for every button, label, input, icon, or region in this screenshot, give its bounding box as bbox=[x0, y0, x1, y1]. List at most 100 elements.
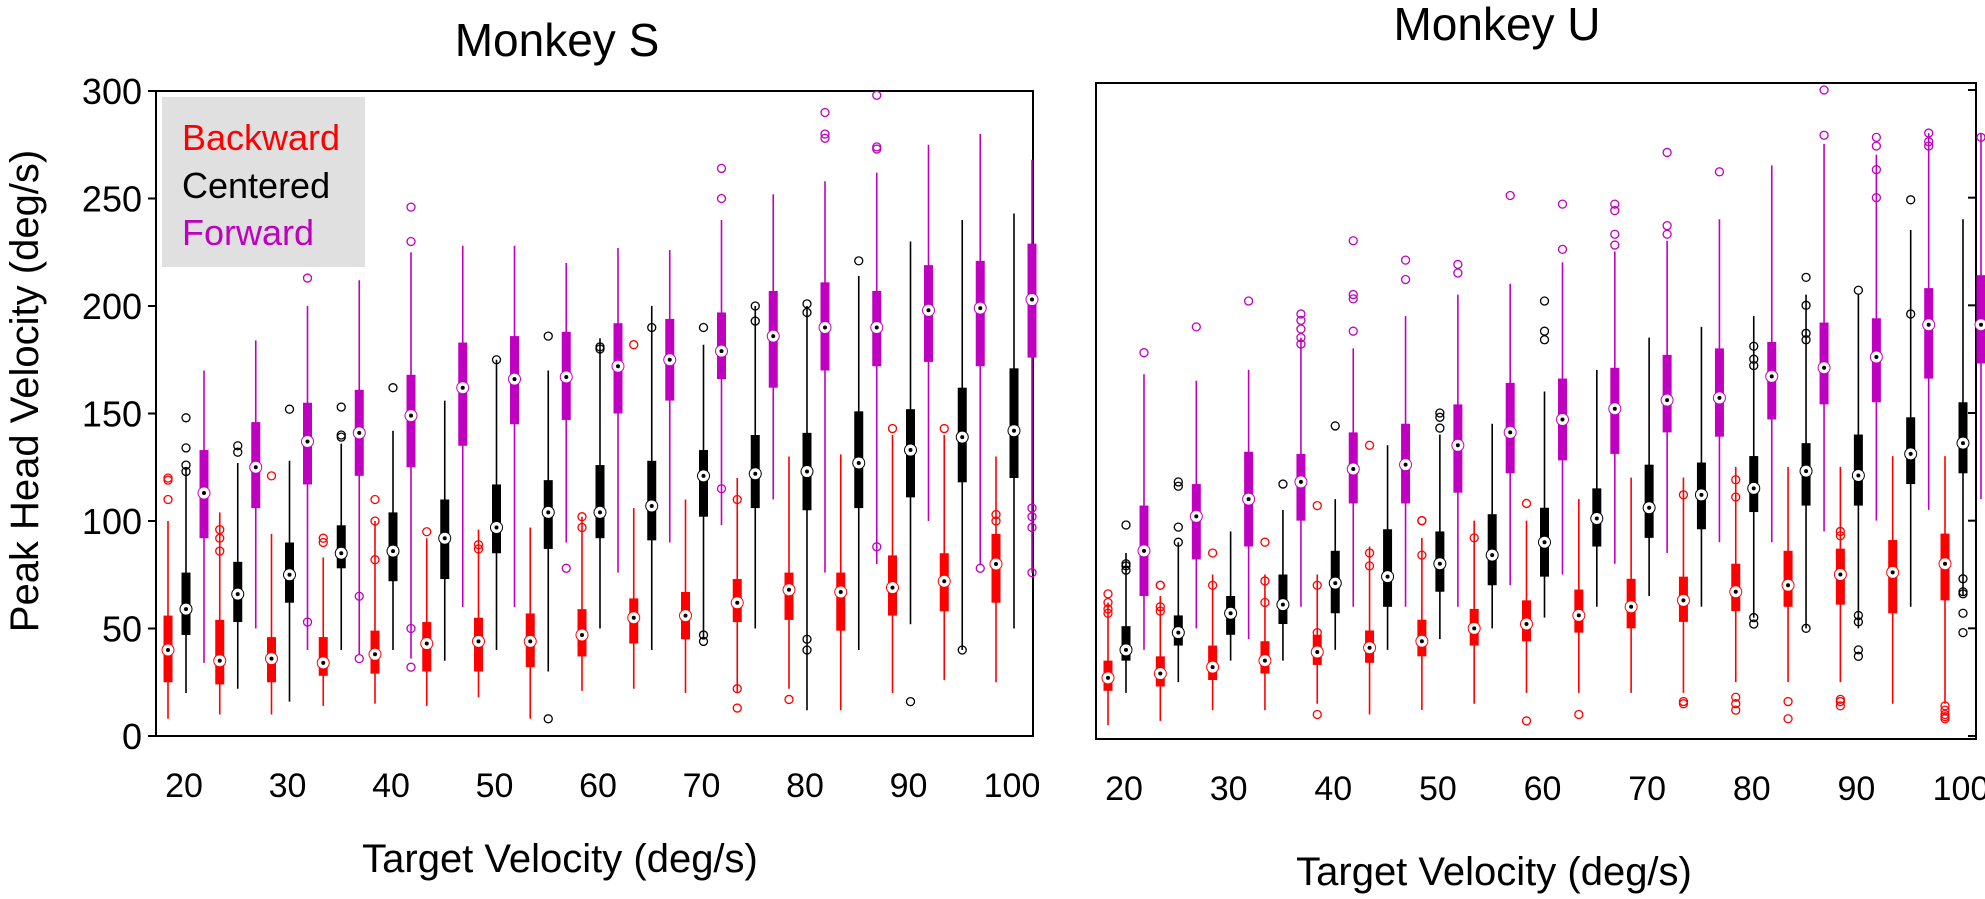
median-dot bbox=[580, 632, 584, 637]
box-series-group bbox=[161, 90, 1039, 724]
box bbox=[836, 572, 846, 631]
outlier-point bbox=[1435, 423, 1445, 433]
outlier-point bbox=[647, 322, 657, 333]
outlier-point bbox=[473, 544, 484, 554]
median-dot bbox=[1769, 374, 1774, 379]
outlier-point bbox=[1364, 440, 1375, 450]
outlier-point bbox=[1801, 272, 1811, 282]
outlier-point bbox=[1103, 608, 1113, 618]
box bbox=[595, 465, 605, 539]
x-tick-label: 90 bbox=[1837, 770, 1875, 808]
median-dot bbox=[184, 607, 188, 612]
median-dot bbox=[1943, 561, 1947, 566]
box-series-backward bbox=[161, 340, 1003, 719]
median-dot bbox=[391, 549, 395, 554]
outlier-point bbox=[750, 316, 760, 326]
outlier-point bbox=[370, 494, 380, 505]
box-series-centered bbox=[1119, 195, 1970, 693]
outlier-point bbox=[1749, 354, 1759, 364]
outlier-point bbox=[1749, 612, 1759, 623]
outlier-point bbox=[802, 307, 812, 318]
median-dot bbox=[1262, 658, 1267, 663]
outlier-point bbox=[1906, 195, 1916, 205]
outlier-point bbox=[1296, 309, 1306, 319]
outlier-point bbox=[1173, 477, 1183, 487]
median-dot bbox=[1961, 441, 1965, 446]
outlier-point bbox=[1312, 627, 1322, 638]
outlier-point bbox=[1801, 328, 1811, 338]
median-dot bbox=[1176, 630, 1181, 635]
outlier-point bbox=[802, 634, 812, 644]
median-dot bbox=[1142, 548, 1146, 553]
median-dot bbox=[719, 349, 724, 354]
median-dot bbox=[1508, 430, 1513, 435]
x-tick-label: 90 bbox=[890, 767, 928, 805]
median-dot bbox=[564, 374, 569, 379]
median-dot bbox=[1367, 645, 1372, 650]
median-dot bbox=[166, 648, 170, 652]
outlier-point bbox=[354, 653, 364, 664]
median-dot bbox=[1717, 395, 1722, 400]
outlier-point bbox=[595, 344, 605, 354]
outlier-point bbox=[1819, 130, 1829, 140]
median-dot bbox=[805, 469, 809, 474]
outlier-point bbox=[1539, 335, 1550, 345]
outlier-point bbox=[1296, 339, 1306, 349]
x-tick-label: 70 bbox=[1628, 770, 1666, 808]
outlier-point bbox=[820, 107, 830, 118]
outlier-point bbox=[957, 645, 967, 655]
outlier-point bbox=[1027, 512, 1037, 522]
median-dot bbox=[1403, 462, 1408, 467]
outlier-point bbox=[388, 383, 398, 393]
outlier-point bbox=[318, 537, 328, 548]
median-dot bbox=[1681, 598, 1686, 603]
outlier-point bbox=[1348, 326, 1358, 336]
outlier-point bbox=[1731, 492, 1741, 502]
median-dot bbox=[598, 510, 602, 515]
outlier-point bbox=[1155, 602, 1165, 612]
median-dot bbox=[1246, 497, 1251, 502]
outlier-point bbox=[1871, 132, 1882, 143]
outlier-point bbox=[1801, 623, 1811, 633]
median-dot bbox=[1385, 574, 1390, 579]
y-axis: 0 50 100 150 200 250 300 bbox=[82, 71, 156, 757]
outlier-point bbox=[716, 193, 727, 204]
outlier-point bbox=[1312, 580, 1322, 590]
median-dot bbox=[1908, 451, 1913, 456]
legend-entry-backward: Backward bbox=[182, 117, 340, 158]
median-dot bbox=[528, 639, 533, 644]
median-dot bbox=[1030, 297, 1034, 302]
outlier-point bbox=[1819, 85, 1829, 95]
median-dot bbox=[1012, 428, 1016, 433]
outlier-point bbox=[1121, 520, 1131, 530]
median-dot bbox=[1576, 613, 1581, 618]
median-dot bbox=[1472, 626, 1477, 631]
outlier-point bbox=[1260, 597, 1270, 608]
x-tick-label: 80 bbox=[1733, 770, 1771, 808]
x-tick-label: 60 bbox=[1524, 770, 1562, 808]
outlier-point bbox=[1557, 199, 1568, 209]
median-dot bbox=[1124, 647, 1128, 652]
median-dot bbox=[1822, 365, 1827, 370]
x-axis-label: Target Velocity (deg/s) bbox=[1296, 850, 1692, 894]
box-series-forward bbox=[197, 90, 1039, 672]
y-tick-label: 200 bbox=[82, 286, 142, 327]
outlier-point bbox=[1505, 190, 1515, 201]
outlier-point bbox=[872, 144, 882, 154]
outlier-point bbox=[1871, 193, 1882, 203]
median-dot bbox=[339, 551, 344, 556]
y-tick-label: 300 bbox=[82, 71, 142, 112]
outlier-point bbox=[1749, 341, 1759, 351]
outlier-point bbox=[181, 466, 191, 477]
outlier-point bbox=[1435, 408, 1445, 418]
outlier-point bbox=[732, 494, 742, 505]
outlier-point bbox=[1853, 645, 1864, 655]
median-dot bbox=[1699, 492, 1704, 497]
median-dot bbox=[631, 615, 636, 620]
outlier-point bbox=[233, 441, 243, 451]
outlier-point bbox=[181, 443, 191, 453]
outlier-point bbox=[1835, 696, 1846, 707]
box-series-centered bbox=[179, 213, 1021, 724]
median-dot bbox=[1804, 469, 1809, 474]
x-tick-label: 100 bbox=[984, 767, 1041, 805]
